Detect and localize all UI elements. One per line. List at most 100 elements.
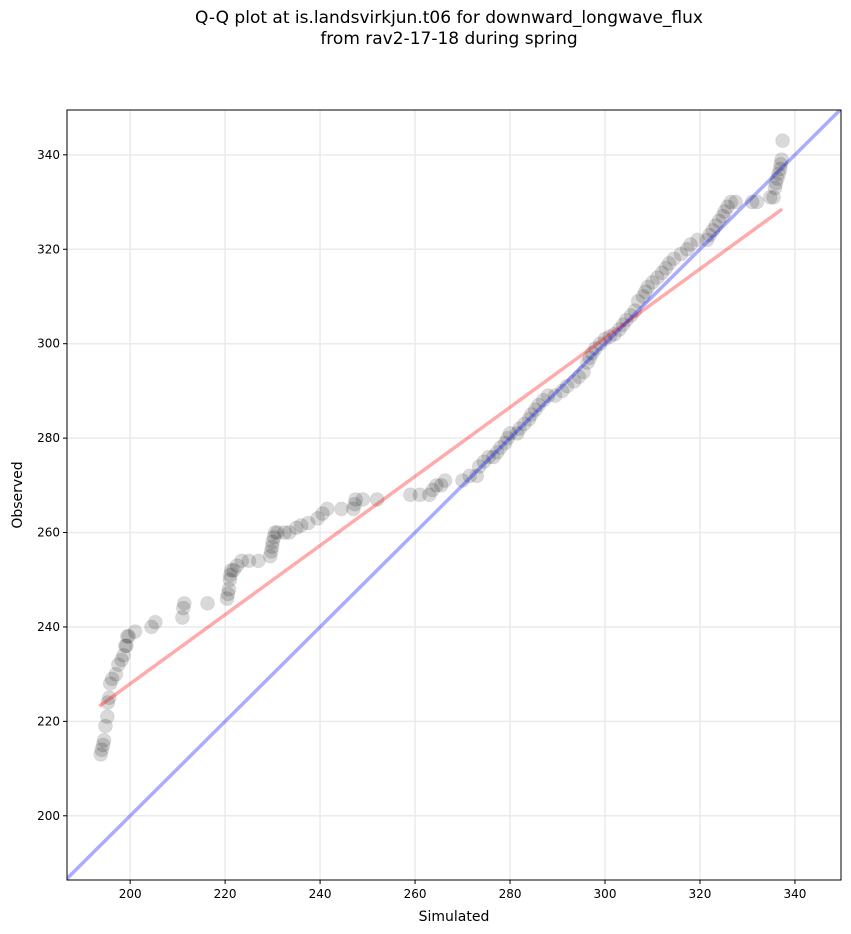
data-point	[219, 591, 235, 607]
data-point	[606, 326, 622, 342]
data-point	[635, 288, 651, 304]
data-point	[527, 402, 543, 418]
data-point	[319, 501, 335, 517]
data-point	[485, 449, 501, 465]
data-point	[262, 548, 278, 564]
data-point	[94, 742, 110, 758]
ticks: 200 220 240 260 280 300 320 340 200 220 240 260 280 3…	[37, 148, 806, 901]
data-point	[100, 694, 116, 710]
x-tick-label: 220	[214, 887, 237, 901]
data-point	[117, 638, 133, 654]
y-tick-label: 340	[37, 148, 60, 162]
chart-title: Q-Q plot at is.landsvirkjun.t06 for down…	[0, 8, 851, 50]
data-point	[144, 619, 160, 635]
axes-frame	[66, 109, 842, 881]
data-point	[673, 246, 689, 262]
data-point	[333, 501, 349, 517]
data-point	[717, 204, 733, 220]
data-point	[523, 407, 539, 423]
data-point	[355, 491, 371, 507]
data-point	[666, 251, 682, 267]
data-point	[654, 265, 670, 281]
data-point	[708, 218, 724, 234]
data-point	[412, 487, 428, 503]
lines	[67, 110, 841, 880]
data-point	[96, 732, 112, 748]
chart-title-line1: Q-Q plot at is.landsvirkjun.t06 for down…	[195, 8, 703, 28]
data-point	[497, 435, 513, 451]
data-point	[701, 227, 717, 243]
data-point	[768, 175, 784, 191]
data-point	[97, 718, 113, 734]
data-point	[728, 194, 744, 210]
y-tick-label: 240	[37, 620, 60, 634]
data-point	[489, 444, 505, 460]
data-point	[147, 614, 163, 630]
data-point	[110, 657, 126, 673]
data-point	[348, 491, 364, 507]
data-point	[762, 189, 778, 205]
data-point	[637, 284, 653, 300]
data-point	[104, 671, 120, 687]
data-point	[102, 676, 118, 692]
data-point	[127, 624, 143, 640]
data-point	[99, 709, 115, 725]
data-point	[715, 208, 731, 224]
data-point	[773, 156, 789, 172]
data-point	[425, 482, 441, 498]
data-point	[611, 322, 627, 338]
data-point	[579, 355, 595, 371]
data-point	[630, 293, 646, 309]
data-point	[314, 506, 330, 522]
data-point	[288, 520, 304, 536]
data-point	[661, 255, 677, 271]
data-point	[264, 539, 280, 555]
data-point	[121, 628, 137, 644]
data-point	[93, 746, 109, 762]
x-tick-label: 320	[689, 887, 712, 901]
data-point	[234, 553, 250, 569]
data-point	[582, 350, 598, 366]
data-point	[116, 647, 132, 663]
data-point	[455, 473, 471, 489]
x-tick-label: 300	[594, 887, 617, 901]
data-point	[771, 166, 787, 182]
data-point	[775, 133, 791, 149]
data-point	[516, 416, 532, 432]
x-axis-label: Simulated	[419, 909, 490, 925]
data-point	[222, 572, 238, 588]
data-point	[347, 496, 363, 512]
x-tick-label: 200	[119, 887, 142, 901]
data-point	[250, 553, 266, 569]
data-point	[175, 600, 191, 616]
data-point	[576, 364, 592, 380]
data-point	[566, 373, 582, 389]
y-axis-label: Observed	[10, 461, 26, 528]
x-tick-label: 340	[783, 887, 806, 901]
data-point	[615, 317, 631, 333]
data-point	[176, 595, 192, 611]
data-point	[559, 378, 575, 394]
y-tick-label: 200	[37, 809, 60, 823]
data-point	[500, 430, 516, 446]
data-point	[592, 336, 608, 352]
y-tick-label: 320	[37, 242, 60, 256]
data-point	[369, 491, 385, 507]
data-point	[310, 510, 326, 526]
identity-line	[67, 110, 841, 880]
data-point	[108, 666, 124, 682]
data-point	[627, 303, 643, 319]
data-point	[469, 468, 485, 484]
data-point	[547, 388, 563, 404]
data-point	[540, 388, 556, 404]
data-point	[221, 581, 237, 597]
data-point	[300, 515, 316, 531]
data-point	[720, 199, 736, 215]
data-point	[690, 232, 706, 248]
data-point	[597, 331, 613, 347]
data-point	[267, 525, 283, 541]
data-point	[679, 241, 695, 257]
data-point	[769, 170, 785, 186]
data-point	[222, 567, 238, 583]
